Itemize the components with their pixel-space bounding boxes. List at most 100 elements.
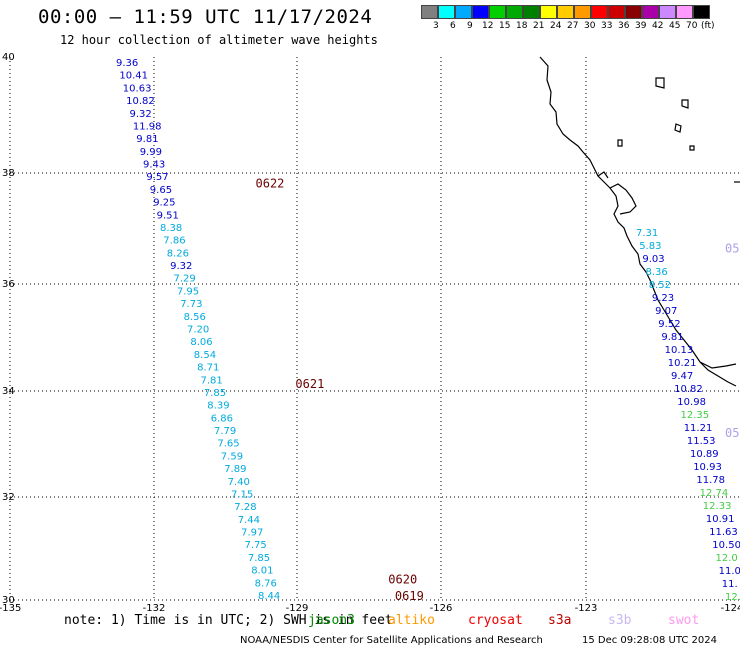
legend-swatch <box>642 5 659 19</box>
swh-value: 7.95 <box>177 286 199 297</box>
lat-tick-label: 32 <box>2 492 15 503</box>
lat-tick-label: 34 <box>2 386 15 397</box>
pass-time-label: 05 <box>725 426 739 440</box>
legend-swatch <box>506 5 523 19</box>
swh-value: 7.89 <box>224 464 246 475</box>
legend-swatch <box>421 5 438 19</box>
swh-value: 10.13 <box>665 345 694 356</box>
legend-swatch <box>540 5 557 19</box>
swh-value: 12.33 <box>703 501 732 512</box>
legend-swatch <box>625 5 642 19</box>
satellite-label: s3b <box>608 613 632 628</box>
legend-label: 36 <box>618 21 630 31</box>
lat-tick-label: 36 <box>2 279 15 290</box>
swh-value: 7.75 <box>245 540 267 551</box>
swh-value: 9.32 <box>170 261 192 272</box>
legend-label: 3 <box>433 21 439 31</box>
swh-value: 7.15 <box>231 490 253 501</box>
swh-value: 9.65 <box>150 185 172 196</box>
swh-value: 8.06 <box>190 337 212 348</box>
wave-height-legend: 3 6 9 12 15 18 21 24 27 30 33 36 39 42 45 70 (ft) <box>421 5 740 31</box>
swh-value: 7.40 <box>228 477 250 488</box>
swh-value: 7.73 <box>180 299 202 310</box>
satellite-label: s3a <box>548 613 572 628</box>
legend-label: 70 <box>686 21 698 31</box>
legend-swatch <box>557 5 574 19</box>
legend-label: 12 <box>482 21 494 31</box>
credit-line: NOAA/NESDIS Center for Satellite Applica… <box>240 635 543 646</box>
swh-value: 8.56 <box>184 312 206 323</box>
lat-tick-label: 38 <box>2 168 15 179</box>
pass-time-label: 0622 <box>256 176 285 190</box>
swh-value: 7.97 <box>241 528 263 539</box>
footer-note: note: 1) Time is in UTC; 2) SWH is in fe… <box>64 613 393 628</box>
swh-value: 7.65 <box>217 439 239 450</box>
swh-value: 11.63 <box>709 527 738 538</box>
swh-value: 12.35 <box>681 410 710 421</box>
legend-label: 21 <box>533 21 545 31</box>
swh-value: 8.76 <box>255 578 277 589</box>
swh-value: 9.57 <box>146 172 168 183</box>
swh-value: 7.86 <box>163 236 185 247</box>
legend-label: 24 <box>550 21 562 31</box>
swh-value: 5.83 <box>639 241 661 252</box>
legend-label: 6 <box>450 21 456 31</box>
satellite-label: cryosat <box>468 613 523 628</box>
swh-value: 9.52 <box>658 319 680 330</box>
lon-tick-label: -126 <box>430 603 453 614</box>
swh-value: 6.86 <box>211 413 233 424</box>
swh-value: 9.47 <box>671 371 693 382</box>
swh-value: 9.07 <box>655 306 677 317</box>
swh-value: 10.82 <box>126 96 155 107</box>
coastline <box>539 56 740 387</box>
legend-label: 27 <box>567 21 579 31</box>
swh-value: 11.98 <box>133 122 162 133</box>
swh-value: 10.41 <box>119 71 148 82</box>
swh-value: 12. <box>725 592 740 603</box>
swh-value: 9.51 <box>157 210 179 221</box>
lat-tick-label: 40 <box>2 52 15 63</box>
swh-value: 8.52 <box>649 280 671 291</box>
legend-label: 33 <box>601 21 613 31</box>
swh-value: 7.85 <box>248 553 270 564</box>
lon-tick-label: -132 <box>143 603 166 614</box>
swh-value: 8.26 <box>167 248 189 259</box>
lon-tick-label: -135 <box>0 603 21 614</box>
map-subtitle: 12 hour collection of altimeter wave hei… <box>60 33 378 47</box>
swh-value: 11.78 <box>696 475 725 486</box>
swh-value: 9.36 <box>116 58 138 69</box>
swh-value: 7.29 <box>174 274 196 285</box>
legend-swatch <box>574 5 591 19</box>
legend-swatch <box>438 5 455 19</box>
swh-value: 7.59 <box>221 451 243 462</box>
swh-value: 12.0 <box>716 553 738 564</box>
swh-value: 8.44 <box>258 591 280 602</box>
legend-swatch <box>608 5 625 19</box>
swh-value: 10.21 <box>668 358 697 369</box>
satellite-label: altiko <box>388 613 435 628</box>
swh-value: 10.63 <box>123 83 152 94</box>
legend-swatch <box>693 5 710 19</box>
swh-value: 9.43 <box>143 160 165 171</box>
swh-value: 11.21 <box>684 423 713 434</box>
swh-value: 7.44 <box>238 515 260 526</box>
swh-value: 11.53 <box>687 436 716 447</box>
legend-labels: 3 6 9 12 15 18 21 24 27 30 33 36 39 42 45 70 (ft) <box>421 19 740 31</box>
latitude-ticks: 40 38 36 34 32 30 <box>2 52 15 606</box>
generation-timestamp: 15 Dec 09:28:08 UTC 2024 <box>582 635 717 646</box>
swh-value: 7.81 <box>201 375 223 386</box>
swh-value: 12.74 <box>700 488 729 499</box>
legend-swatch <box>472 5 489 19</box>
longitude-ticks: -135 -132 -129 -126 -123 -124 <box>0 603 740 614</box>
pass-time-label: 0621 <box>295 377 324 391</box>
legend-label: 39 <box>635 21 647 31</box>
legend-swatches <box>421 5 740 19</box>
lon-tick-label: -129 <box>286 603 309 614</box>
legend-label: 9 <box>467 21 473 31</box>
satellite-label: jason3 <box>308 613 355 628</box>
legend-unit: (ft) <box>701 21 715 31</box>
swh-value: 10.93 <box>693 462 722 473</box>
pass-time-label: 0620 <box>388 573 417 587</box>
legend-label: 42 <box>652 21 664 31</box>
